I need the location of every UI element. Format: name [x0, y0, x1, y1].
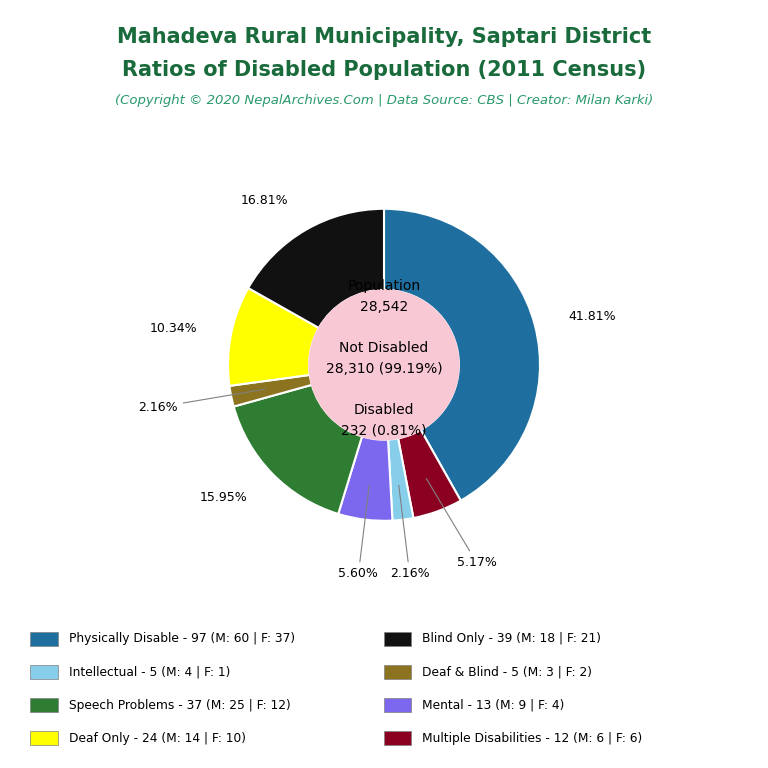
Text: 15.95%: 15.95%: [200, 491, 247, 504]
Wedge shape: [388, 439, 413, 521]
Text: 5.17%: 5.17%: [426, 478, 496, 569]
Text: Deaf & Blind - 5 (M: 3 | F: 2): Deaf & Blind - 5 (M: 3 | F: 2): [422, 665, 592, 678]
Bar: [30, 665, 58, 679]
Wedge shape: [338, 436, 392, 521]
Text: 16.81%: 16.81%: [240, 194, 288, 207]
Bar: [30, 698, 58, 712]
Text: Speech Problems - 37 (M: 25 | F: 12): Speech Problems - 37 (M: 25 | F: 12): [68, 699, 290, 711]
Wedge shape: [230, 375, 312, 406]
Text: 41.81%: 41.81%: [568, 310, 616, 323]
Text: Population
28,542

Not Disabled
28,310 (99.19%)

Disabled
232 (0.81%): Population 28,542 Not Disabled 28,310 (9…: [326, 280, 442, 438]
Wedge shape: [398, 430, 461, 518]
Wedge shape: [233, 385, 362, 514]
Text: 2.16%: 2.16%: [138, 389, 265, 414]
Wedge shape: [228, 288, 319, 386]
Circle shape: [309, 290, 458, 439]
Text: (Copyright © 2020 NepalArchives.Com | Data Source: CBS | Creator: Milan Karki): (Copyright © 2020 NepalArchives.Com | Da…: [115, 94, 653, 107]
Bar: [384, 698, 412, 712]
Text: Mahadeva Rural Municipality, Saptari District: Mahadeva Rural Municipality, Saptari Dis…: [117, 27, 651, 47]
Text: 5.60%: 5.60%: [339, 485, 379, 581]
Bar: [30, 731, 58, 745]
Wedge shape: [384, 209, 540, 501]
Bar: [30, 632, 58, 646]
Text: Intellectual - 5 (M: 4 | F: 1): Intellectual - 5 (M: 4 | F: 1): [68, 665, 230, 678]
Text: 2.16%: 2.16%: [390, 485, 429, 581]
Text: Physically Disable - 97 (M: 60 | F: 37): Physically Disable - 97 (M: 60 | F: 37): [68, 632, 295, 645]
Text: Blind Only - 39 (M: 18 | F: 21): Blind Only - 39 (M: 18 | F: 21): [422, 632, 601, 645]
Bar: [384, 632, 412, 646]
Wedge shape: [248, 209, 384, 328]
Bar: [384, 731, 412, 745]
Text: Deaf Only - 24 (M: 14 | F: 10): Deaf Only - 24 (M: 14 | F: 10): [68, 732, 246, 745]
Text: Multiple Disabilities - 12 (M: 6 | F: 6): Multiple Disabilities - 12 (M: 6 | F: 6): [422, 732, 643, 745]
Text: 10.34%: 10.34%: [150, 323, 197, 336]
Bar: [384, 665, 412, 679]
Text: Mental - 13 (M: 9 | F: 4): Mental - 13 (M: 9 | F: 4): [422, 699, 564, 711]
Text: Ratios of Disabled Population (2011 Census): Ratios of Disabled Population (2011 Cens…: [122, 60, 646, 80]
